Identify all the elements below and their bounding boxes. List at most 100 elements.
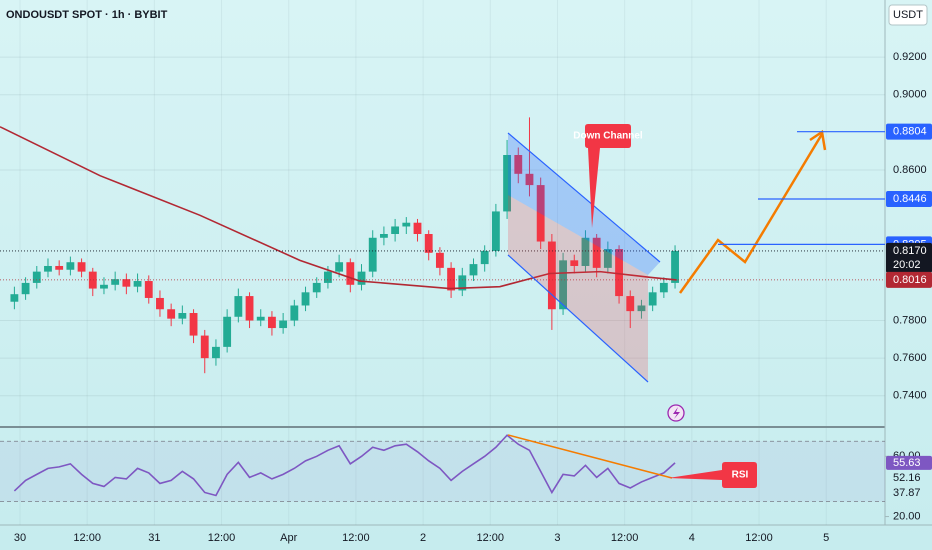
candle-body (256, 316, 265, 321)
price-badge-label: 0.8016 (893, 274, 927, 286)
y-tick-label: 0.7600 (893, 352, 927, 364)
candle-body (379, 234, 388, 238)
candle-body (346, 262, 355, 285)
x-tick-label: 12:00 (745, 532, 773, 544)
candle-body (559, 260, 567, 310)
rsi-badge-label: 37.87 (893, 487, 921, 499)
candle-body (514, 154, 523, 174)
candle-body (547, 241, 556, 310)
callout-shape (668, 462, 757, 488)
channel-upper (508, 133, 660, 275)
moving-average (0, 126, 677, 290)
candle-body (223, 316, 232, 347)
rsi-trendline (507, 434, 673, 479)
annotation: RSI (732, 470, 749, 481)
projection-path (678, 133, 824, 294)
x-tick-label: 12:00 (342, 532, 370, 544)
channel-line (507, 254, 649, 383)
y-tick-label: 20.00 (893, 510, 921, 522)
candle-body (592, 237, 601, 268)
price-badge-label: 0.8446 (893, 193, 927, 205)
candle-body (245, 296, 254, 321)
candle-body (469, 264, 478, 276)
x-tick-label: 4 (689, 532, 695, 544)
y-tick-label: 0.9000 (893, 89, 927, 101)
candle-body (525, 173, 534, 186)
candle-body (279, 320, 288, 329)
countdown-label: 20:02 (893, 259, 921, 271)
candle-body (290, 305, 299, 321)
candle-body (212, 346, 220, 359)
rsi-badge (886, 455, 932, 470)
chart-title: ONDOUSDT SPOT · 1h · BYBIT (6, 9, 168, 21)
unit-label: USDT (893, 9, 923, 21)
candle-body (659, 282, 668, 293)
candle-body (335, 262, 344, 272)
x-tick-label: 2 (420, 532, 426, 544)
candle-body (88, 271, 97, 289)
candle-body (368, 237, 377, 272)
candle-body (122, 279, 131, 287)
price-badge (886, 271, 932, 288)
candle-body (44, 265, 52, 272)
candle-body (189, 313, 198, 336)
price-badge (886, 191, 932, 208)
y-tick-label: 0.7400 (893, 390, 927, 402)
candle-body (55, 265, 64, 270)
candle-body (491, 211, 500, 251)
candle-body (301, 292, 310, 306)
candle-body (424, 234, 433, 253)
candle-body (447, 267, 456, 291)
event-icon-bolt (673, 407, 680, 419)
candle-body (234, 296, 243, 317)
candle-body (200, 335, 209, 359)
candle-body (603, 249, 612, 268)
x-tick-label: 12:00 (73, 532, 101, 544)
candle-body (671, 250, 679, 283)
y-tick-label: 0.9200 (893, 51, 927, 63)
candle-body (100, 284, 108, 289)
candle-body (111, 279, 120, 285)
candle-body (391, 226, 400, 235)
x-tick-label: 3 (554, 532, 560, 544)
x-tick-label: Apr (280, 532, 297, 544)
price-badge (886, 123, 932, 140)
candle-body (581, 237, 590, 266)
candle-body (413, 222, 422, 235)
candle-body (32, 271, 41, 283)
x-tick-label: 30 (14, 532, 26, 544)
y-tick-label: 0.7800 (893, 314, 927, 326)
x-tick-label: 12:00 (611, 532, 639, 544)
candle-body (133, 281, 142, 287)
candle-body (156, 297, 164, 310)
candle-body (637, 305, 646, 312)
candle-body (66, 262, 75, 270)
price-badge-label: 0.8170 (893, 245, 927, 257)
candle-body (536, 185, 545, 242)
candle-body (503, 154, 512, 212)
unit-box[interactable] (888, 4, 928, 26)
channel-lower (508, 195, 648, 382)
rsi-badge-label: 52.16 (893, 472, 921, 484)
candle-body (570, 260, 579, 266)
candle-body (480, 250, 489, 265)
candle-body (435, 252, 444, 268)
candle-body (268, 316, 276, 329)
candle-body (167, 309, 176, 319)
channel-line (507, 132, 661, 263)
candle-body (648, 292, 657, 306)
candle-body (10, 294, 19, 302)
rsi-badge-label: 55.63 (893, 457, 921, 469)
x-tick-label: 5 (823, 532, 829, 544)
candle-body (324, 271, 332, 283)
candle-body (615, 249, 623, 297)
y-tick-label: 0.8600 (893, 164, 927, 176)
candle-body (458, 275, 467, 291)
candle-body (144, 281, 153, 298)
x-tick-label: 12:00 (208, 532, 236, 544)
candle-body (312, 282, 321, 293)
candle-body (626, 296, 635, 312)
annotation: Down Channel (573, 131, 643, 142)
